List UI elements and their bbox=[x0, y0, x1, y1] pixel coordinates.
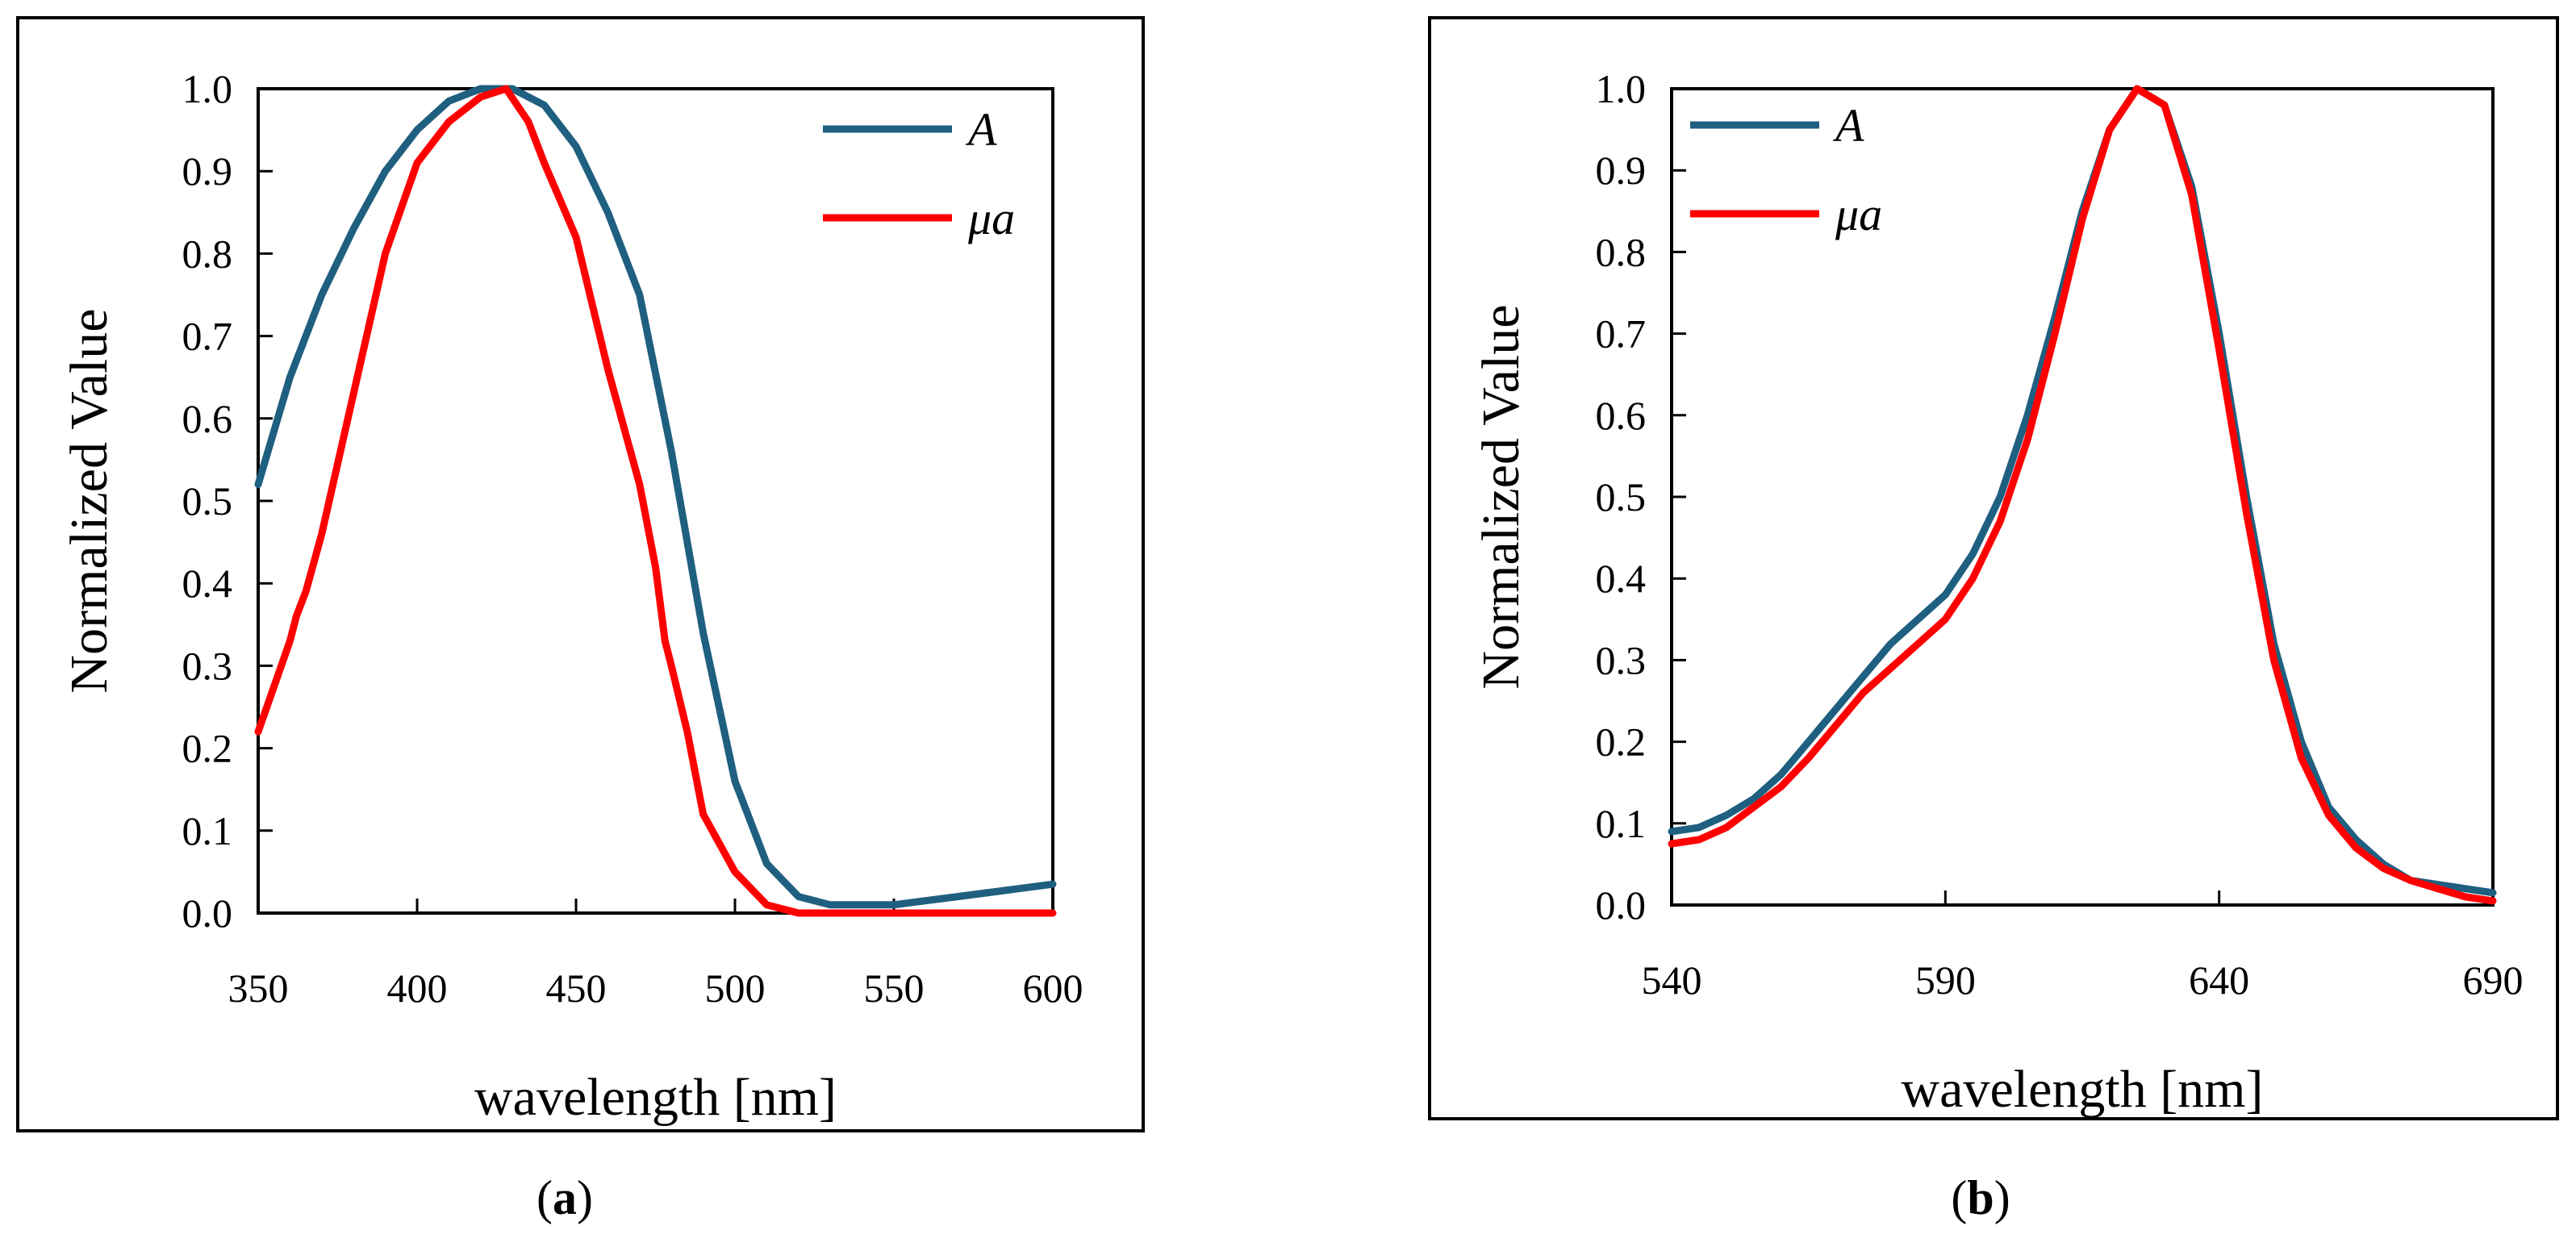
series-line-A bbox=[254, 85, 1057, 909]
legend-entry: μa bbox=[967, 192, 1015, 244]
y-tick-label: 0.7 bbox=[1596, 311, 1647, 357]
y-tick-label: 0.2 bbox=[182, 726, 233, 771]
y-tick-label: 1.0 bbox=[1596, 66, 1647, 111]
legend-entry: A bbox=[1832, 99, 1864, 152]
x-axis-label: wavelength [nm] bbox=[1901, 1060, 2263, 1119]
chart-a-svg: 350 400 450 500 550 600 0.0 0.1 0.2 0.3 0.4 0.5 0.6 0… bbox=[16, 16, 1145, 1224]
x-tick-label: 690 bbox=[2463, 957, 2524, 1003]
x-tick-label: 540 bbox=[1642, 957, 1702, 1003]
legend-entry: A bbox=[965, 103, 997, 156]
series-line-mua bbox=[1668, 85, 2497, 905]
y-tick-label: 0.3 bbox=[182, 643, 233, 688]
panel-caption: (b) bbox=[1951, 1171, 2010, 1224]
y-tick-label: 0.4 bbox=[1596, 556, 1647, 601]
y-tick-label: 0.6 bbox=[1596, 393, 1647, 438]
x-tick-label: 590 bbox=[1915, 957, 1976, 1003]
y-tick-label: 0.6 bbox=[182, 396, 233, 441]
y-tick-label: 0.8 bbox=[1596, 229, 1647, 274]
x-tick-label: 500 bbox=[705, 965, 766, 1011]
y-tick-label: 0.9 bbox=[182, 148, 233, 194]
series-line-mua bbox=[254, 85, 1057, 917]
chart-frame bbox=[16, 16, 1145, 1132]
x-tick-label: 450 bbox=[546, 965, 607, 1011]
y-tick-label: 0.1 bbox=[182, 808, 233, 853]
x-tick-label: 400 bbox=[387, 965, 448, 1011]
y-tick-label: 0.1 bbox=[1596, 801, 1647, 846]
chart-b-svg: 540 590 640 690 0.0 0.1 0.2 0.3 0.4 0.5 0.6 0.7 0.8 0… bbox=[1428, 16, 2559, 1224]
y-tick-label: 0.0 bbox=[182, 890, 233, 936]
y-tick-label: 1.0 bbox=[182, 66, 233, 111]
panel-caption-letter: b bbox=[1967, 1171, 1994, 1224]
plot-area bbox=[257, 87, 1054, 915]
y-tick-label: 0.8 bbox=[182, 231, 233, 276]
y-tick-label: 0.5 bbox=[1596, 474, 1647, 519]
y-axis-label: Normalized Value bbox=[60, 308, 119, 693]
x-tick-label: 640 bbox=[2189, 957, 2249, 1003]
x-tick-label: 350 bbox=[228, 965, 289, 1011]
panel-caption: (a) bbox=[536, 1171, 593, 1224]
x-tick-label: 550 bbox=[864, 965, 925, 1011]
legend-entry: μa bbox=[1835, 188, 1882, 240]
chart-panel-a: 350 400 450 500 550 600 0.0 0.1 0.2 0.3 0.4 0.5 0.6 0… bbox=[0, 0, 1162, 1247]
y-tick-label: 0.9 bbox=[1596, 148, 1647, 193]
y-tick-label: 0.5 bbox=[182, 478, 233, 523]
panel-caption-letter: a bbox=[553, 1171, 577, 1224]
chart-frame bbox=[1428, 16, 2559, 1120]
x-tick-label: 600 bbox=[1023, 965, 1083, 1011]
y-tick-label: 0.0 bbox=[1596, 882, 1647, 928]
y-tick-label: 0.3 bbox=[1596, 637, 1647, 682]
x-axis-label: wavelength [nm] bbox=[474, 1068, 837, 1127]
y-tick-label: 0.2 bbox=[1596, 719, 1647, 765]
y-tick-label: 0.4 bbox=[182, 561, 233, 606]
y-axis-label: Normalized Value bbox=[1472, 304, 1530, 689]
y-tick-label: 0.7 bbox=[182, 314, 233, 359]
chart-panel-b: 540 590 640 690 0.0 0.1 0.2 0.3 0.4 0.5 0.6 0.7 0.8 0… bbox=[1412, 0, 2576, 1247]
